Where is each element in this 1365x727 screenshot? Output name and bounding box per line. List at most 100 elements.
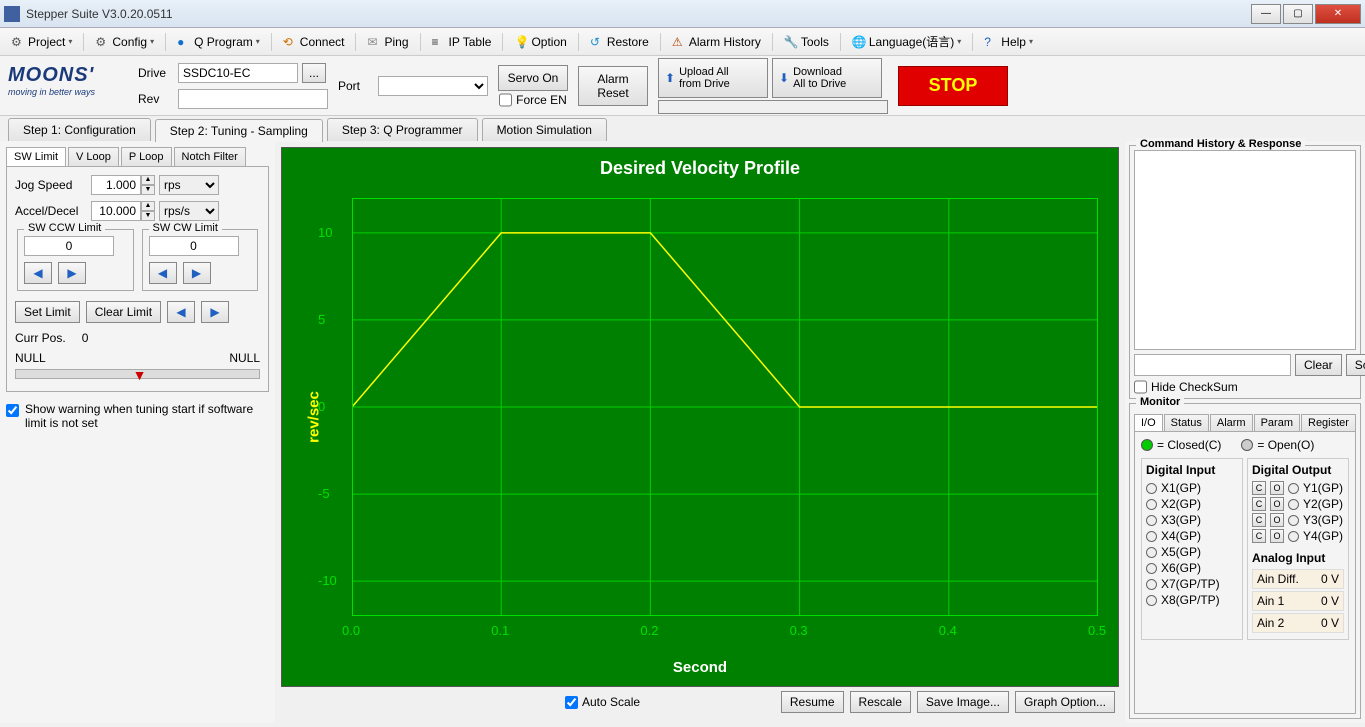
ccw-left-button[interactable]: ◀ — [24, 262, 52, 284]
top-toolbar: MOONS' moving in better ways Drive ... R… — [0, 56, 1365, 116]
main-tab-0[interactable]: Step 1: Configuration — [8, 118, 151, 141]
force-en-check[interactable]: Force EN — [499, 93, 567, 107]
cw-limit-input[interactable] — [149, 236, 239, 256]
app-icon — [4, 6, 20, 22]
di-radio-icon — [1146, 483, 1157, 494]
menu-project[interactable]: ⚙Project▾ — [4, 32, 79, 52]
do-item-0: COY1(GP) — [1252, 481, 1344, 495]
rev-input[interactable] — [178, 89, 328, 109]
di-item-2: X3(GP) — [1146, 513, 1238, 527]
monitor-body: = Closed(C) = Open(O) Digital Input X1(G… — [1134, 431, 1356, 714]
jog-speed-spinner[interactable]: ▲▼ — [91, 175, 155, 195]
do-open-button[interactable]: O — [1270, 513, 1284, 527]
sub-tab-v-loop[interactable]: V Loop — [68, 147, 119, 166]
rescale-button[interactable]: Rescale — [850, 691, 911, 713]
pos-left-button[interactable]: ◀ — [167, 301, 195, 323]
cw-right-button[interactable]: ▶ — [183, 262, 211, 284]
di-item-4: X5(GP) — [1146, 545, 1238, 559]
chart-area: Desired Velocity Profile rev/sec Second … — [281, 147, 1119, 687]
menu-option[interactable]: 💡Option — [507, 32, 573, 52]
clear-limit-button[interactable]: Clear Limit — [86, 301, 161, 323]
hide-checksum-check[interactable]: Hide CheckSum — [1134, 380, 1356, 394]
pos-right-button[interactable]: ▶ — [201, 301, 229, 323]
minimize-button[interactable]: — — [1251, 4, 1281, 24]
set-limit-button[interactable]: Set Limit — [15, 301, 80, 323]
drive-browse-button[interactable]: ... — [302, 63, 326, 83]
mon-tab-param[interactable]: Param — [1254, 414, 1300, 431]
drive-input[interactable] — [178, 63, 298, 83]
mon-tab-i/o[interactable]: I/O — [1134, 414, 1163, 431]
servo-on-button[interactable]: Servo On — [498, 65, 568, 91]
do-item-1: COY2(GP) — [1252, 497, 1344, 511]
main-tab-1[interactable]: Step 2: Tuning - Sampling — [155, 119, 323, 142]
port-select[interactable] — [378, 76, 488, 96]
do-open-button[interactable]: O — [1270, 529, 1284, 543]
menu-connect[interactable]: ⟲Connect — [276, 32, 352, 52]
auto-scale-check[interactable]: Auto Scale — [565, 695, 640, 709]
position-slider[interactable]: ▼ — [15, 369, 260, 379]
menu-ip-table[interactable]: ≡IP Table — [425, 32, 499, 52]
ccw-limit-input[interactable] — [24, 236, 114, 256]
accel-spinner[interactable]: ▲▼ — [91, 201, 155, 221]
di-item-6: X7(GP/TP) — [1146, 577, 1238, 591]
restore-icon: ↺ — [590, 35, 604, 49]
null-right: NULL — [229, 351, 260, 365]
jog-unit-select[interactable]: rps — [159, 175, 219, 195]
resume-button[interactable]: Resume — [781, 691, 844, 713]
menu-ping[interactable]: ✉Ping — [360, 32, 415, 52]
upload-all-button[interactable]: ⬆Upload All from Drive — [658, 58, 768, 98]
sub-tab-p-loop[interactable]: P Loop — [121, 147, 172, 166]
menu-tools[interactable]: 🔧Tools — [777, 32, 836, 52]
accel-unit-select[interactable]: rps/s — [159, 201, 219, 221]
di-item-1: X2(GP) — [1146, 497, 1238, 511]
stop-button[interactable]: STOP — [898, 66, 1008, 106]
do-close-button[interactable]: C — [1252, 529, 1266, 543]
connect-icon: ⟲ — [283, 35, 297, 49]
do-close-button[interactable]: C — [1252, 497, 1266, 511]
help-icon: ? — [984, 35, 998, 49]
mon-tab-register[interactable]: Register — [1301, 414, 1356, 431]
graph-option-button[interactable]: Graph Option... — [1015, 691, 1115, 713]
menu-alarm-history[interactable]: ⚠Alarm History — [665, 32, 768, 52]
mon-tab-alarm[interactable]: Alarm — [1210, 414, 1253, 431]
do-open-button[interactable]: O — [1270, 481, 1284, 495]
progress-bar — [658, 100, 888, 114]
main-tab-2[interactable]: Step 3: Q Programmer — [327, 118, 478, 141]
do-close-button[interactable]: C — [1252, 513, 1266, 527]
sw-limit-panel: Jog Speed ▲▼ rps Accel/Decel ▲▼ rps/s SW… — [6, 166, 269, 392]
alarm-history-icon: ⚠ — [672, 35, 686, 49]
clear-button[interactable]: Clear — [1295, 354, 1342, 376]
di-radio-icon — [1146, 499, 1157, 510]
close-button[interactable]: ✕ — [1315, 4, 1361, 24]
mon-tab-status[interactable]: Status — [1164, 414, 1209, 431]
alarm-reset-button[interactable]: Alarm Reset — [578, 66, 648, 106]
maximize-button[interactable]: ▢ — [1283, 4, 1313, 24]
ccw-right-button[interactable]: ▶ — [58, 262, 86, 284]
ccw-limit-title: SW CCW Limit — [24, 222, 105, 234]
di-item-3: X4(GP) — [1146, 529, 1238, 543]
ai-row-1: Ain 10 V — [1252, 591, 1344, 611]
di-item-0: X1(GP) — [1146, 481, 1238, 495]
main-tab-3[interactable]: Motion Simulation — [482, 118, 607, 141]
menu-restore[interactable]: ↺Restore — [583, 32, 656, 52]
menu-language-[interactable]: 🌐Language(语言)▾ — [845, 30, 968, 53]
cw-left-button[interactable]: ◀ — [149, 262, 177, 284]
do-open-button[interactable]: O — [1270, 497, 1284, 511]
do-radio-icon — [1288, 483, 1299, 494]
command-input[interactable] — [1134, 354, 1291, 376]
show-warning-check[interactable] — [6, 404, 19, 417]
menu-help[interactable]: ?Help▾ — [977, 32, 1040, 52]
di-radio-icon — [1146, 547, 1157, 558]
sub-tab-notch-filter[interactable]: Notch Filter — [174, 147, 246, 166]
menu-config[interactable]: ⚙Config▾ — [88, 32, 161, 52]
logo-subtext: moving in better ways — [8, 87, 128, 97]
save-image-button[interactable]: Save Image... — [917, 691, 1009, 713]
monitor-tabs: I/OStatusAlarmParamRegister — [1134, 414, 1356, 431]
sub-tab-sw-limit[interactable]: SW Limit — [6, 147, 66, 166]
menu-q-program[interactable]: ●Q Program▾ — [170, 32, 267, 52]
download-all-button[interactable]: ⬇Download All to Drive — [772, 58, 882, 98]
jog-speed-label: Jog Speed — [15, 178, 87, 192]
script-button[interactable]: Script — [1346, 354, 1365, 376]
do-close-button[interactable]: C — [1252, 481, 1266, 495]
sub-tabs: SW LimitV LoopP LoopNotch Filter — [6, 147, 269, 166]
